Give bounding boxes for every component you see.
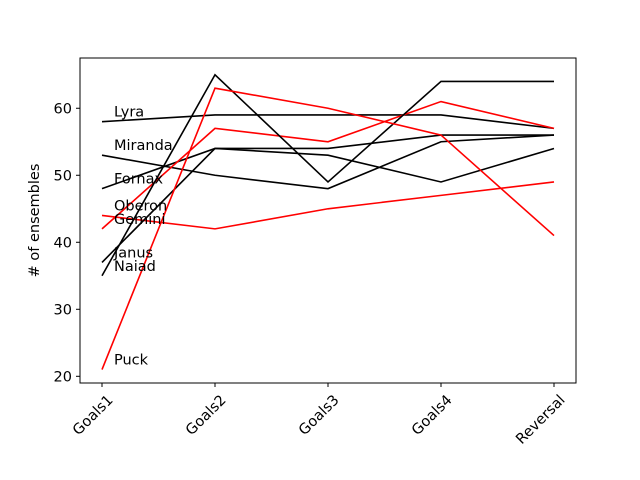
- series-label-puck: Puck: [114, 353, 149, 369]
- series-line-miranda: [101, 134, 555, 190]
- series-line-naiad: [101, 73, 554, 277]
- y-tick-label: 60: [54, 101, 72, 117]
- y-tick-label: 50: [54, 168, 72, 184]
- x-tick-label: Goals3: [296, 392, 343, 439]
- x-tick-label: Goals1: [70, 392, 117, 439]
- x-tick-label: Goals4: [409, 392, 456, 439]
- y-tick-label: 20: [54, 369, 72, 385]
- y-tick-label: 30: [54, 302, 72, 318]
- series-label-naiad: Naiad: [114, 259, 156, 275]
- series-layer: [101, 73, 555, 370]
- series-line-oberon: [101, 181, 555, 230]
- series-label-gemini: Gemini: [114, 212, 166, 228]
- series-line-lyra: [101, 114, 555, 130]
- series-label-lyra: Lyra: [114, 105, 144, 121]
- series-label-miranda: Miranda: [114, 138, 173, 154]
- series-label-janus: Janus: [113, 245, 153, 261]
- y-axis-label: # of ensembles: [27, 164, 43, 278]
- series-line-puck: [101, 87, 555, 370]
- series-label-fornax: Fornax: [114, 172, 163, 188]
- x-tick-label: Goals2: [183, 392, 230, 439]
- y-axis: 20 30 40 50 60: [54, 101, 80, 385]
- series-line-janus: [101, 134, 554, 263]
- x-axis: Goals1 Goals2 Goals3 Goals4 Reversal: [70, 383, 569, 448]
- x-tick-label: Reversal: [513, 392, 568, 447]
- y-tick-label: 40: [54, 235, 72, 251]
- series-line-gemini: [101, 100, 555, 230]
- series-label-oberon: Oberon: [114, 198, 167, 214]
